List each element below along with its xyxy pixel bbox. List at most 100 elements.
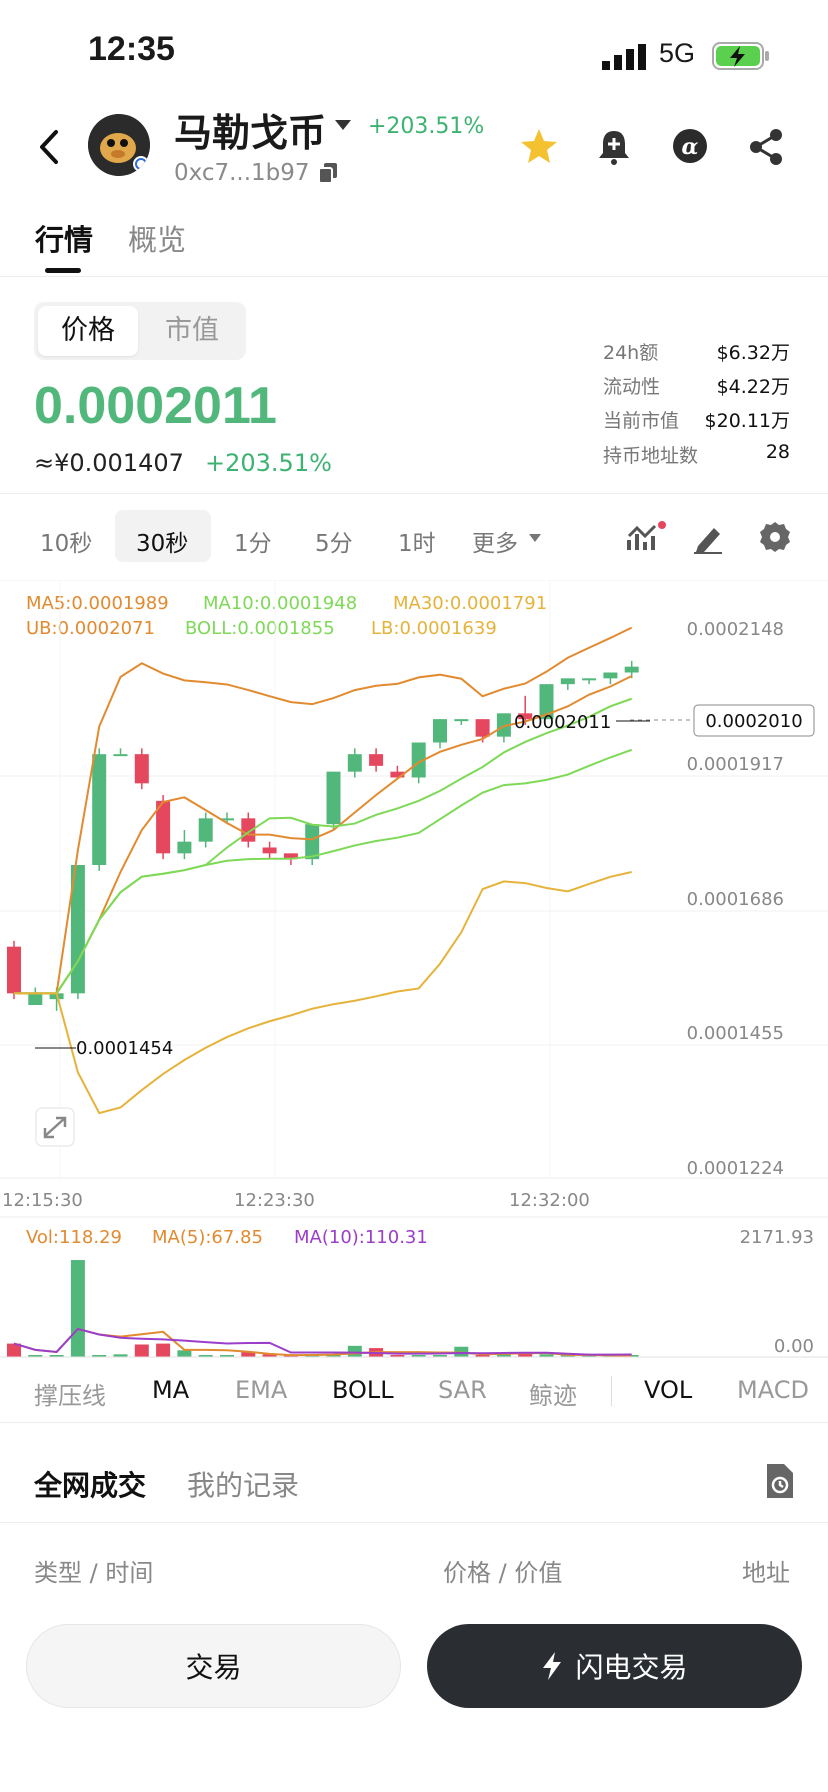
indicator-ema[interactable]: EMA bbox=[235, 1376, 288, 1404]
candle bbox=[28, 987, 43, 1005]
tab-underline bbox=[45, 268, 81, 273]
column-type-time: 类型 / 时间 bbox=[34, 1559, 154, 1587]
cny-price: ≈¥0.001407 bbox=[34, 449, 184, 477]
star-icon[interactable] bbox=[520, 128, 558, 164]
x-tick: 12:23:30 bbox=[234, 1190, 315, 1211]
volume-bar bbox=[582, 1355, 597, 1357]
tab-market[interactable]: 行情 bbox=[35, 223, 94, 257]
dropdown-caret-icon[interactable] bbox=[334, 118, 352, 132]
candle bbox=[113, 748, 128, 757]
candle bbox=[369, 748, 384, 772]
indicator-sar[interactable]: SAR bbox=[438, 1376, 487, 1404]
stat-label-volume: 24h额 bbox=[603, 342, 659, 364]
y-tick: 0.0001455 bbox=[687, 1023, 784, 1044]
x-tick: 12:32:00 bbox=[509, 1190, 590, 1211]
candle bbox=[603, 672, 618, 685]
toggle-price[interactable]: 价格 bbox=[38, 306, 138, 356]
volume-bar bbox=[433, 1355, 447, 1357]
token-name[interactable]: 马勒戈币 bbox=[174, 111, 327, 155]
vol-y-tick: 2171.93 bbox=[740, 1227, 814, 1248]
candles-layer bbox=[7, 660, 639, 1011]
toggle-market-cap[interactable]: 市值 bbox=[165, 315, 219, 346]
legend-lb: LB:0.0001639 bbox=[371, 618, 497, 639]
indicator-support-resistance[interactable]: 撑压线 bbox=[34, 1382, 106, 1410]
tab-all-trades[interactable]: 全网成交 bbox=[34, 1469, 147, 1502]
price-change: +203.51% bbox=[205, 449, 332, 477]
volume-bar bbox=[539, 1354, 554, 1357]
timeframe-more[interactable]: 更多 bbox=[472, 531, 518, 557]
divider bbox=[0, 1522, 828, 1523]
divider bbox=[0, 1422, 828, 1423]
column-address: 地址 bbox=[742, 1559, 790, 1587]
candle bbox=[7, 940, 21, 1000]
candle bbox=[539, 684, 554, 720]
indicator-whale[interactable]: 鲸迹 bbox=[529, 1382, 577, 1410]
boll-lower-line bbox=[14, 871, 632, 1115]
flash-trade-button[interactable]: 闪电交易 bbox=[427, 1624, 802, 1708]
candle bbox=[134, 748, 149, 790]
draw-pen-icon[interactable] bbox=[692, 522, 724, 554]
y-tick: 0.0001917 bbox=[687, 754, 784, 775]
volume-bar bbox=[220, 1355, 234, 1357]
legend-ma10: MA10:0.0001948 bbox=[203, 593, 357, 614]
volume-bar bbox=[92, 1355, 107, 1357]
price-chart[interactable]: MA5:0.0001989 MA10:0.0001948 MA30:0.0001… bbox=[0, 580, 828, 1360]
more-caret-icon bbox=[529, 534, 541, 542]
timeframe-30s[interactable]: 30秒 bbox=[136, 531, 189, 557]
volume-bar bbox=[390, 1355, 405, 1357]
volume-bar bbox=[70, 1260, 85, 1357]
history-file-icon[interactable] bbox=[764, 1463, 794, 1499]
settings-gear-icon[interactable] bbox=[759, 520, 791, 554]
bell-plus-icon[interactable] bbox=[596, 128, 632, 166]
timeframe-1h[interactable]: 1时 bbox=[398, 531, 436, 557]
candle bbox=[92, 748, 107, 871]
timeframe-5m[interactable]: 5分 bbox=[315, 531, 353, 557]
share-icon[interactable] bbox=[748, 128, 784, 166]
indicator-boll[interactable]: BOLL bbox=[332, 1376, 394, 1404]
stat-value-volume: $6.32万 bbox=[716, 342, 790, 364]
candle bbox=[518, 695, 533, 725]
candle bbox=[454, 719, 469, 725]
copy-icon[interactable] bbox=[318, 162, 338, 184]
timeframe-active-bg bbox=[115, 510, 211, 562]
tab-overview[interactable]: 概览 bbox=[128, 223, 187, 257]
back-arrow-icon[interactable] bbox=[34, 128, 62, 166]
volume-bar bbox=[7, 1343, 21, 1357]
stat-label-liquidity: 流动性 bbox=[603, 376, 661, 398]
volume-bar bbox=[475, 1355, 490, 1357]
ma5-line bbox=[14, 675, 633, 995]
legend-boll: BOLL:0.0001855 bbox=[185, 618, 335, 639]
x-tick: 12:15:30 bbox=[2, 1190, 83, 1211]
trade-button[interactable]: 交易 bbox=[26, 1624, 401, 1708]
indicator-vol[interactable]: VOL bbox=[644, 1376, 693, 1404]
indicator-lines bbox=[14, 626, 633, 1115]
volume-bar bbox=[262, 1354, 277, 1357]
candle bbox=[624, 660, 639, 679]
legend-ma30: MA30:0.0001791 bbox=[393, 593, 547, 614]
stat-value-mcap: $20.11万 bbox=[704, 410, 790, 432]
candle bbox=[262, 841, 277, 860]
stat-label-mcap: 当前市值 bbox=[603, 410, 680, 432]
volume-bars bbox=[7, 1260, 639, 1357]
indicator-macd[interactable]: MACD bbox=[737, 1376, 809, 1404]
volume-bar bbox=[624, 1355, 639, 1357]
token-avatar bbox=[88, 114, 150, 176]
volume-bar bbox=[177, 1350, 192, 1357]
lightning-icon bbox=[543, 1652, 562, 1680]
token-change: +203.51% bbox=[368, 114, 485, 139]
tab-my-records[interactable]: 我的记录 bbox=[187, 1469, 300, 1502]
expand-icon[interactable] bbox=[35, 1107, 75, 1147]
volume-bar bbox=[326, 1354, 341, 1357]
vol-ma5-label: MA(5):67.85 bbox=[152, 1227, 263, 1248]
battery-icon bbox=[712, 42, 769, 70]
timeframe-1m[interactable]: 1分 bbox=[234, 531, 272, 557]
indicator-chart-icon[interactable] bbox=[626, 520, 668, 554]
volume-bar bbox=[560, 1355, 575, 1357]
candle bbox=[496, 713, 511, 743]
signal-icon bbox=[602, 44, 646, 70]
alpha-icon[interactable]: α bbox=[672, 128, 708, 164]
volume-bar bbox=[198, 1355, 213, 1357]
timeframe-10s[interactable]: 10秒 bbox=[40, 531, 93, 557]
candle bbox=[390, 765, 405, 778]
indicator-ma[interactable]: MA bbox=[152, 1376, 190, 1404]
